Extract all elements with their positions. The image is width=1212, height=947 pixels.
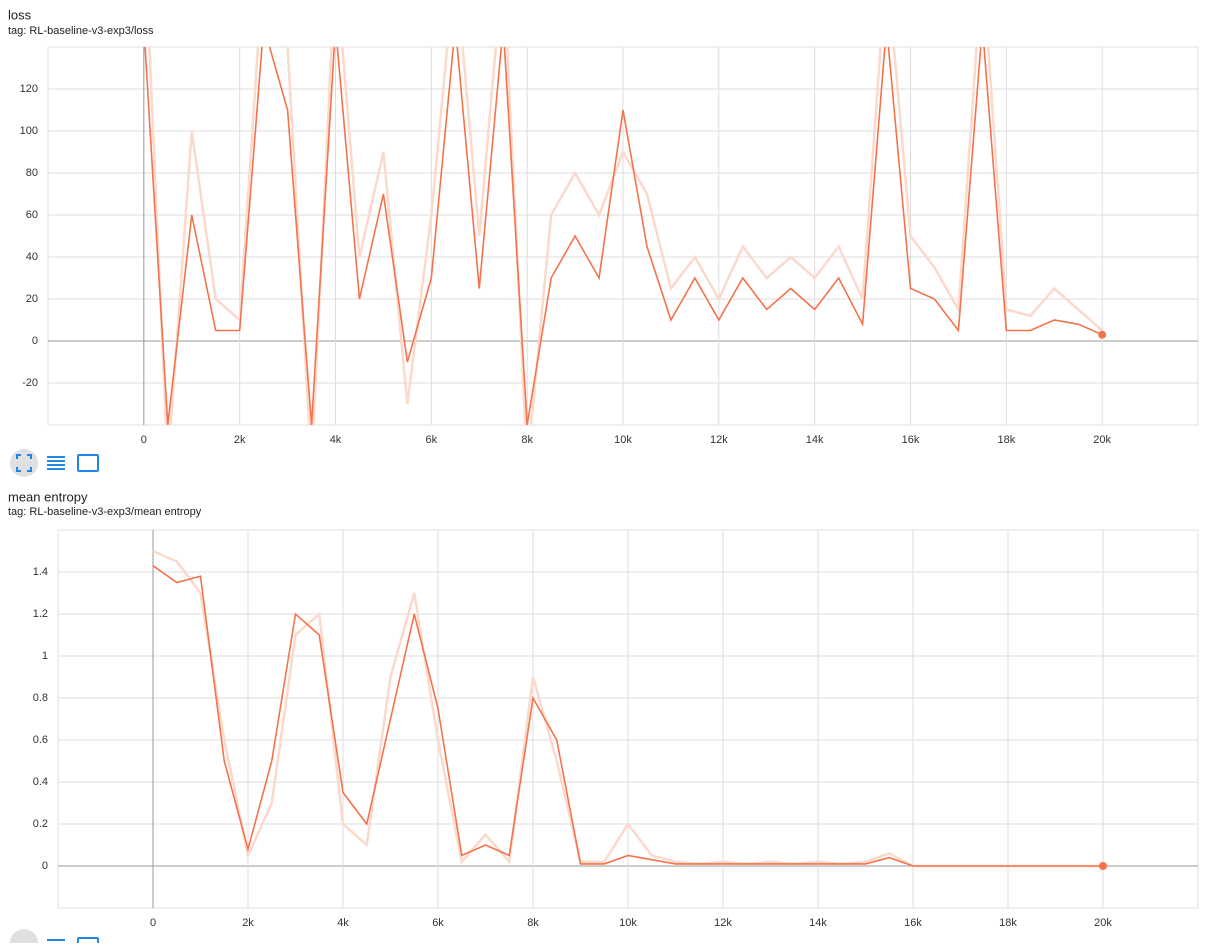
y-tick-label: 0	[32, 335, 38, 347]
y-tick-label: 120	[20, 83, 38, 95]
x-tick-label: 6k	[432, 917, 444, 929]
x-tick-label: 12k	[714, 917, 732, 929]
fit-domain-button[interactable]	[77, 454, 99, 472]
y-tick-label: 100	[20, 125, 38, 137]
y-tick-label: 20	[26, 293, 38, 305]
last-point	[1098, 330, 1107, 339]
x-tick-label: 4k	[330, 434, 342, 446]
x-tick-label: 12k	[710, 434, 728, 446]
y-tick-label: 0.6	[33, 734, 48, 746]
log-scale-button[interactable]	[47, 456, 65, 470]
x-tick-label: 18k	[999, 917, 1017, 929]
x-tick-label: 18k	[997, 434, 1015, 446]
y-tick-label: 1.4	[33, 566, 48, 578]
x-tick-label: 2k	[242, 917, 254, 929]
fullscreen-button[interactable]	[10, 929, 38, 947]
fit-domain-button[interactable]	[77, 937, 99, 947]
y-tick-label: 0.8	[33, 692, 48, 704]
fullscreen-icon	[16, 454, 32, 472]
y-tick-label: 0.4	[33, 776, 48, 788]
last-point	[1099, 862, 1107, 870]
chart-title: loss	[8, 7, 32, 22]
chart-title: mean entropy	[8, 489, 88, 504]
x-tick-label: 8k	[521, 434, 533, 446]
y-tick-label: 40	[26, 251, 38, 263]
toolbar	[10, 449, 99, 947]
chart: mean entropy tag: RL-baseline-v3-exp3/mea…	[8, 489, 1199, 929]
y-tick-label: 0.2	[33, 818, 48, 830]
fullscreen-button[interactable]	[10, 449, 38, 477]
chart-subtitle: tag: RL-baseline-v3-exp3/loss	[8, 25, 154, 37]
y-tick-label: 60	[26, 209, 38, 221]
x-tick-label: 14k	[809, 917, 827, 929]
y-tick-label: 0	[42, 860, 48, 872]
x-tick-label: 6k	[426, 434, 438, 446]
x-tick-label: 0	[150, 917, 156, 929]
x-tick-label: 4k	[337, 917, 349, 929]
y-tick-label: 1.2	[33, 608, 48, 620]
x-tick-label: 10k	[614, 434, 632, 446]
y-tick-label: 1	[42, 650, 48, 662]
x-tick-label: 2k	[234, 434, 246, 446]
series-line	[152, 565, 1103, 867]
x-tick-label: 0	[141, 434, 147, 446]
x-tick-label: 10k	[619, 917, 637, 929]
x-tick-label: 16k	[904, 917, 922, 929]
x-tick-label: 16k	[902, 434, 920, 446]
y-tick-label: -20	[22, 377, 38, 389]
y-tick-label: 80	[26, 167, 38, 179]
chart: loss tag: RL-baseline-v3-exp3/loss -20 0 20 4…	[8, 7, 1199, 446]
x-tick-label: 20k	[1093, 434, 1111, 446]
x-tick-label: 14k	[806, 434, 824, 446]
chart-subtitle: tag: RL-baseline-v3-exp3/mean entropy	[8, 506, 202, 518]
x-tick-label: 20k	[1094, 917, 1112, 929]
x-tick-label: 8k	[527, 917, 539, 929]
series-line	[144, 47, 1103, 425]
